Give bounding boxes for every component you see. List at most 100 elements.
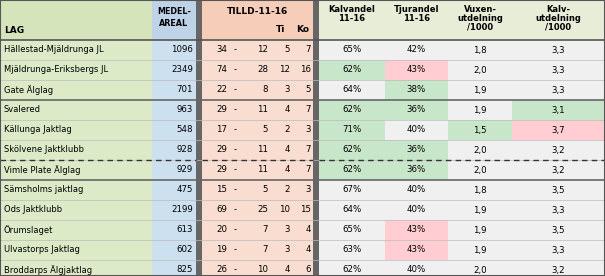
Text: 3,3: 3,3: [552, 65, 565, 75]
Text: 64%: 64%: [342, 86, 362, 94]
Text: TILLD-11-16: TILLD-11-16: [227, 7, 288, 16]
Text: 65%: 65%: [342, 225, 362, 235]
Bar: [448, 220, 512, 240]
Text: 1,9: 1,9: [473, 105, 487, 115]
Text: 62%: 62%: [342, 166, 362, 174]
Bar: [202, 260, 313, 276]
Text: 928: 928: [177, 145, 193, 155]
Bar: [0, 160, 152, 180]
Text: 1,9: 1,9: [473, 225, 487, 235]
Text: -: -: [234, 105, 237, 115]
Bar: [385, 0, 448, 40]
Bar: [152, 60, 196, 80]
Text: 71%: 71%: [342, 126, 362, 134]
Bar: [202, 60, 313, 80]
Bar: [385, 220, 448, 240]
Text: 28: 28: [257, 65, 268, 75]
Bar: [202, 220, 313, 240]
Bar: [313, 0, 319, 276]
Text: 5: 5: [263, 126, 268, 134]
Text: 11-16: 11-16: [403, 14, 430, 23]
Bar: [448, 240, 512, 260]
Bar: [448, 200, 512, 220]
Text: Sämsholms jaktlag: Sämsholms jaktlag: [4, 185, 83, 195]
Bar: [202, 240, 313, 260]
Bar: [202, 40, 313, 60]
Text: 10: 10: [279, 206, 290, 214]
Bar: [202, 160, 313, 180]
Text: -: -: [234, 86, 237, 94]
Bar: [385, 80, 448, 100]
Bar: [152, 160, 196, 180]
Text: 62%: 62%: [342, 105, 362, 115]
Bar: [202, 200, 313, 220]
Text: 69: 69: [216, 206, 227, 214]
Text: MEDEL-: MEDEL-: [157, 7, 191, 16]
Text: 36%: 36%: [407, 145, 426, 155]
Text: Kalv-: Kalv-: [546, 5, 571, 14]
Text: Mjäldrunga-Eriksbergs JL: Mjäldrunga-Eriksbergs JL: [4, 65, 108, 75]
Bar: [202, 100, 313, 120]
Text: -: -: [234, 126, 237, 134]
Text: 5: 5: [284, 46, 290, 54]
Text: LAG: LAG: [4, 26, 24, 35]
Bar: [448, 180, 512, 200]
Bar: [512, 0, 605, 40]
Bar: [448, 120, 512, 140]
Bar: [319, 160, 385, 180]
Text: Ods Jaktklubb: Ods Jaktklubb: [4, 206, 62, 214]
Text: -: -: [234, 65, 237, 75]
Text: 5: 5: [306, 86, 311, 94]
Text: -: -: [234, 185, 237, 195]
Text: 12: 12: [257, 46, 268, 54]
Text: 4: 4: [284, 145, 290, 155]
Bar: [512, 100, 605, 120]
Text: 4: 4: [284, 266, 290, 275]
Text: 16: 16: [300, 65, 311, 75]
Text: 3,2: 3,2: [552, 166, 565, 174]
Bar: [448, 60, 512, 80]
Text: 22: 22: [216, 86, 227, 94]
Text: 1,9: 1,9: [473, 245, 487, 254]
Text: 613: 613: [177, 225, 193, 235]
Text: 4: 4: [306, 225, 311, 235]
Bar: [448, 260, 512, 276]
Bar: [319, 240, 385, 260]
Text: 4: 4: [306, 245, 311, 254]
Text: 20: 20: [216, 225, 227, 235]
Text: 11: 11: [257, 166, 268, 174]
Bar: [202, 180, 313, 200]
Bar: [152, 260, 196, 276]
Text: 8: 8: [263, 86, 268, 94]
Text: Hällestad-Mjäldrunga JL: Hällestad-Mjäldrunga JL: [4, 46, 103, 54]
Text: 34: 34: [216, 46, 227, 54]
Text: 1096: 1096: [171, 46, 193, 54]
Text: -: -: [234, 225, 237, 235]
Text: 43%: 43%: [407, 65, 426, 75]
Text: 548: 548: [177, 126, 193, 134]
Bar: [0, 180, 152, 200]
Text: 36%: 36%: [407, 105, 426, 115]
Bar: [319, 220, 385, 240]
Text: 2: 2: [284, 185, 290, 195]
Bar: [448, 100, 512, 120]
Text: 3: 3: [306, 126, 311, 134]
Bar: [319, 120, 385, 140]
Bar: [319, 40, 385, 60]
Text: 2,0: 2,0: [473, 145, 487, 155]
Bar: [202, 120, 313, 140]
Text: Svalered: Svalered: [4, 105, 41, 115]
Text: -: -: [234, 245, 237, 254]
Text: Ko: Ko: [296, 25, 309, 34]
Text: 7: 7: [306, 166, 311, 174]
Bar: [0, 240, 152, 260]
Text: 2,0: 2,0: [473, 266, 487, 275]
Text: -: -: [234, 46, 237, 54]
Bar: [152, 180, 196, 200]
Text: 2,0: 2,0: [473, 166, 487, 174]
Text: 15: 15: [300, 206, 311, 214]
Bar: [512, 140, 605, 160]
Text: 11: 11: [257, 105, 268, 115]
Text: 4: 4: [284, 166, 290, 174]
Text: 5: 5: [263, 185, 268, 195]
